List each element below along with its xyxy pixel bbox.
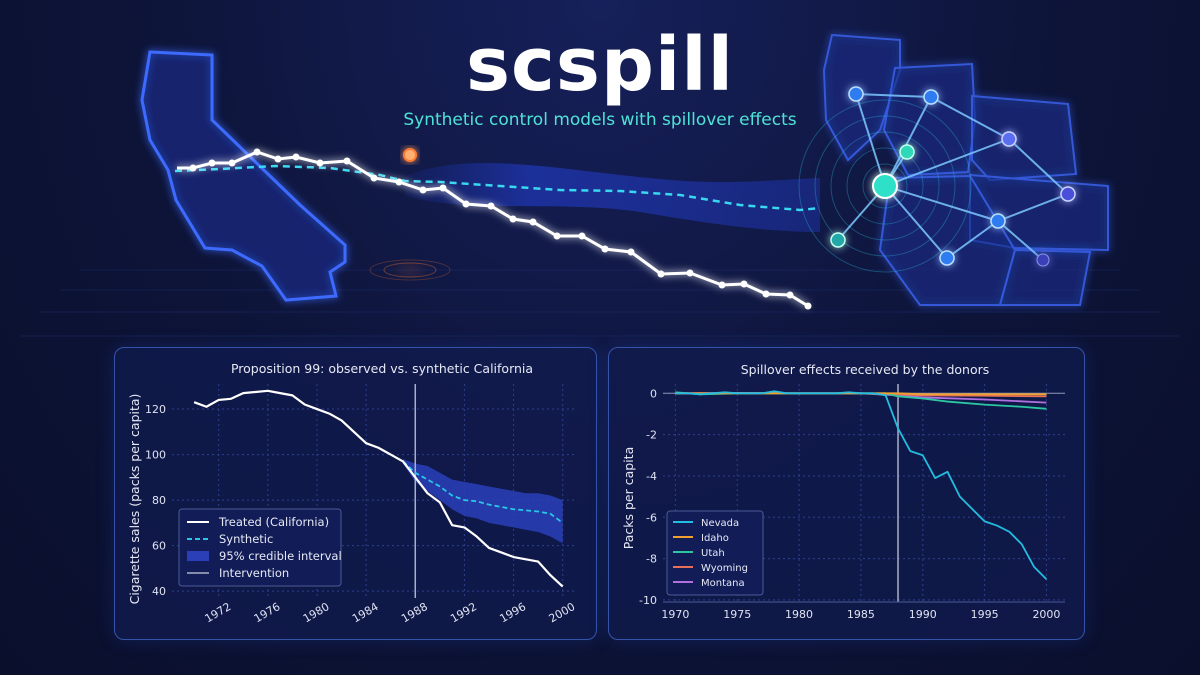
legend-label: Wyoming <box>701 563 748 574</box>
california-map-icon <box>140 50 347 302</box>
y-tick-label: 0 <box>650 387 657 400</box>
series-line-nevada <box>675 390 1048 580</box>
y-tick-label: 120 <box>145 403 166 416</box>
legend-label: 95% credible interval <box>219 549 342 563</box>
app-tagline: Synthetic control models with spillover … <box>403 110 797 130</box>
hero-treated-line <box>177 150 809 308</box>
x-tick-label: 1992 <box>448 600 479 625</box>
x-tick-label: 1996 <box>497 600 528 625</box>
y-axis-label: Cigarette sales (packs per capita) <box>127 394 142 605</box>
series-line-treated-california <box>193 389 564 588</box>
y-tick-label: 80 <box>152 494 166 507</box>
y-tick-label: -10 <box>639 594 657 607</box>
intervention-pin-icon <box>369 148 451 281</box>
x-tick-label: 1972 <box>203 600 234 625</box>
legend: Nevada Idaho Utah Wyoming Montana <box>666 510 764 596</box>
legend-label: Treated (California) <box>218 515 329 529</box>
x-tick-label: 1980 <box>301 600 332 625</box>
hub-node <box>872 173 898 199</box>
legend-box <box>178 508 342 587</box>
x-tick-label: 1988 <box>399 600 430 625</box>
chart-title: Proposition 99: observed vs. synthetic C… <box>231 361 533 376</box>
hero-illustration <box>20 33 1180 337</box>
chart-panel-spillover: Spillover effects received by the donors… <box>608 347 1085 640</box>
y-tick-label: -8 <box>646 553 657 566</box>
y-tick-label: 100 <box>145 449 166 462</box>
y-tick-label: -4 <box>646 470 657 483</box>
legend-label: Nevada <box>701 518 739 529</box>
synthetic-ribbon <box>405 163 820 232</box>
chart-panel-california: Proposition 99: observed vs. synthetic C… <box>114 347 597 640</box>
x-tick-label: 1995 <box>971 608 999 621</box>
hero-synthetic-line <box>174 164 821 212</box>
x-tick-label: 1970 <box>661 608 689 621</box>
network-nodes <box>830 86 1076 267</box>
series-line-synthetic <box>402 460 564 524</box>
y-tick-label: 60 <box>152 540 166 553</box>
legend-label: Synthetic <box>219 532 273 546</box>
x-tick-label: 1980 <box>785 608 813 621</box>
chart-california: Proposition 99: observed vs. synthetic C… <box>127 361 578 625</box>
x-tick-label: 1990 <box>909 608 937 621</box>
y-tick-label: 40 <box>152 585 166 598</box>
x-tick-label: 1985 <box>847 608 875 621</box>
legend-label: Idaho <box>701 533 729 544</box>
legend: Treated (California) Synthetic 95% credi… <box>178 508 342 587</box>
y-axis-label: Packs per capita <box>621 447 636 549</box>
x-tick-label: 1976 <box>252 600 283 625</box>
legend-label: Intervention <box>219 566 289 580</box>
app-title: scspill <box>465 22 735 108</box>
legend-box <box>666 510 764 596</box>
chart-title: Spillover effects received by the donors <box>741 362 990 377</box>
credible-interval-band <box>402 459 563 544</box>
x-tick-label: 1975 <box>723 608 751 621</box>
chart-spillover: Spillover effects received by the donors… <box>621 362 1065 621</box>
legend-swatch <box>187 551 209 561</box>
x-tick-label: 1984 <box>350 600 381 625</box>
y-tick-label: -2 <box>646 429 657 442</box>
x-tick-label: 2000 <box>547 600 578 625</box>
hub-rings <box>798 99 972 273</box>
network-edges <box>837 93 1069 261</box>
legend-label: Montana <box>701 578 745 589</box>
x-tick-label: 2000 <box>1032 608 1060 621</box>
hero-treated-points <box>189 148 812 310</box>
legend-label: Utah <box>701 548 725 559</box>
y-tick-label: -6 <box>646 511 657 524</box>
